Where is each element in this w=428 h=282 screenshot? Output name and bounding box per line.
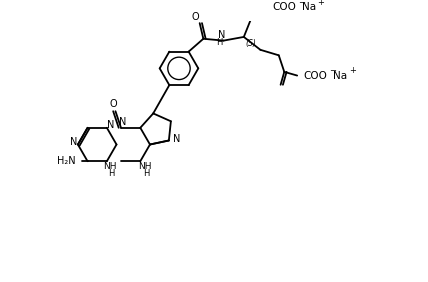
Text: H: H bbox=[108, 169, 115, 178]
Text: NH: NH bbox=[138, 162, 152, 171]
Text: Na: Na bbox=[302, 3, 316, 12]
Text: N: N bbox=[218, 30, 226, 40]
Text: N: N bbox=[107, 120, 114, 130]
Text: −: − bbox=[298, 0, 305, 7]
Text: Na: Na bbox=[333, 70, 348, 81]
Text: +: + bbox=[318, 0, 324, 7]
Text: H₂N: H₂N bbox=[57, 156, 76, 166]
Text: O: O bbox=[110, 99, 117, 109]
Text: N: N bbox=[119, 117, 127, 127]
Text: −: − bbox=[330, 67, 336, 76]
Text: (S): (S) bbox=[246, 39, 257, 48]
Text: COO: COO bbox=[272, 3, 296, 12]
Text: NH: NH bbox=[103, 162, 116, 171]
Text: N: N bbox=[172, 134, 180, 144]
Text: COO: COO bbox=[303, 70, 327, 81]
Text: N: N bbox=[70, 137, 77, 147]
Text: H: H bbox=[143, 169, 150, 178]
Text: +: + bbox=[349, 67, 356, 76]
Text: O: O bbox=[191, 12, 199, 22]
Text: H: H bbox=[216, 38, 222, 47]
